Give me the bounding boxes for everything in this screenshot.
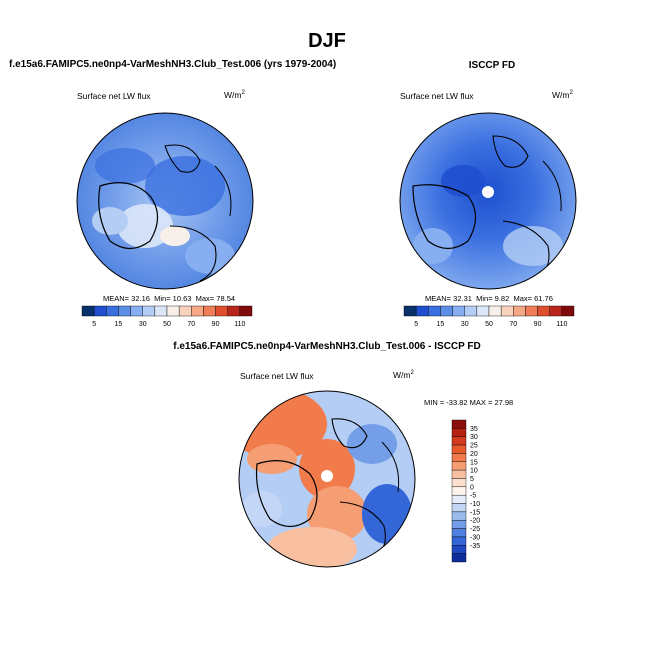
diff-colorbar-color-4 — [451, 453, 467, 462]
model-colorbar-color-13 — [239, 305, 253, 317]
panel-obs-units: W/m2 — [552, 90, 573, 100]
obs-colorbar-color-5 — [464, 305, 478, 317]
panel-diff-minmax: MIN = -33.82 MAX = 27.98 — [424, 398, 514, 407]
diff-colorbar-color-9 — [451, 494, 467, 504]
figure-title: DJF — [308, 30, 346, 52]
diff-colorbar-label-3: 20 — [470, 451, 478, 458]
diff-colorbar-label-12: -25 — [470, 526, 480, 533]
panel-model-variable: Surface net LW flux — [77, 91, 151, 101]
obs-colorbar-color-13 — [561, 305, 575, 317]
diff-colorbar-color-15 — [451, 545, 467, 554]
diff-colorbar-label-1: 30 — [470, 434, 478, 441]
diff-colorbar-label-7: 0 — [470, 484, 474, 491]
obs-colorbar-color-1 — [415, 305, 429, 317]
model-colorbar-color-0 — [81, 305, 95, 317]
diff-colorbar-label-2: 25 — [470, 443, 478, 450]
diff-colorbar-color-2 — [451, 436, 467, 446]
diff-colorbar-color-3 — [451, 444, 467, 454]
model-colorbar-label-6: 110 — [234, 321, 245, 328]
model-colorbar: 51530507090110130 — [81, 305, 253, 328]
model-colorbar-color-2 — [106, 305, 119, 317]
diff-colorbar-label-14: -35 — [470, 543, 480, 550]
model-colorbar-color-8 — [178, 305, 192, 317]
model-colorbar-color-4 — [130, 305, 143, 317]
diff-colorbar-label-10: -15 — [470, 509, 480, 516]
obs-polar-map — [399, 112, 577, 290]
diff-colorbar-label-0: 35 — [470, 426, 478, 433]
model-colorbar-color-1 — [93, 305, 107, 317]
diff-colorbar-label-8: -5 — [470, 493, 476, 500]
model-stats: MEAN= 32.16 Min= 10.63 Max= 78.54 — [103, 294, 236, 303]
obs-colorbar-color-9 — [513, 305, 526, 317]
obs-colorbar-color-2 — [428, 305, 441, 317]
obs-colorbar-color-11 — [537, 305, 550, 317]
diff-colorbar-color-6 — [451, 469, 467, 479]
model-colorbar-label-3: 50 — [163, 321, 171, 328]
diff-colorbar-label-11: -20 — [470, 518, 480, 525]
panel-diff-units: W/m2 — [393, 370, 414, 380]
diff-colorbar-color-0 — [451, 419, 467, 429]
model-colorbar-color-10 — [203, 305, 216, 317]
panel-model-title: f.e15a6.FAMIPC5.ne0np4-VarMeshNH3.Club_T… — [9, 59, 337, 70]
obs-colorbar-color-12 — [549, 305, 563, 317]
obs-colorbar-color-4 — [452, 305, 465, 317]
model-colorbar-label-4: 70 — [187, 321, 195, 328]
panel-obs-title: ISCCP FD — [468, 60, 516, 71]
diff-colorbar-label-9: -10 — [470, 501, 480, 508]
model-colorbar-color-5 — [142, 305, 156, 317]
obs-colorbar-label-5: 90 — [534, 321, 542, 328]
obs-colorbar-color-10 — [525, 305, 538, 317]
obs-colorbar-label-2: 30 — [461, 321, 469, 328]
model-colorbar-label-2: 30 — [139, 321, 147, 328]
obs-colorbar-color-3 — [440, 305, 453, 317]
diff-colorbar-color-14 — [451, 536, 467, 546]
obs-colorbar-label-6: 110 — [556, 321, 567, 328]
diff-colorbar-color-1 — [451, 428, 467, 437]
panel-obs-variable: Surface net LW flux — [400, 91, 474, 101]
obs-colorbar-color-6 — [476, 305, 490, 317]
diff-colorbar-label-13: -30 — [470, 534, 480, 541]
diff-colorbar-color-7 — [451, 478, 467, 488]
panel-model-units: W/m2 — [224, 90, 245, 100]
diff-colorbar-color-12 — [451, 520, 467, 529]
diff-colorbar-color-13 — [451, 528, 467, 538]
obs-colorbar-label-3: 50 — [485, 321, 493, 328]
obs-colorbar-label-4: 70 — [509, 321, 517, 328]
diff-colorbar-label-6: 5 — [470, 476, 474, 483]
diff-colorbar-color-11 — [451, 511, 467, 521]
diff-colorbar-label-4: 15 — [470, 459, 478, 466]
model-colorbar-label-1: 15 — [115, 321, 123, 328]
obs-colorbar-label-0: 5 — [414, 321, 418, 328]
diff-colorbar-color-8 — [451, 486, 467, 496]
diff-colorbar-label-5: 10 — [470, 468, 478, 475]
obs-stats: MEAN= 32.31 Min= 9.82 Max= 61.76 — [425, 294, 553, 303]
diff-colorbar-color-10 — [451, 503, 467, 513]
model-colorbar-label-0: 5 — [92, 321, 96, 328]
obs-colorbar-color-7 — [488, 305, 502, 317]
model-colorbar-label-5: 90 — [212, 321, 220, 328]
obs-colorbar-color-8 — [500, 305, 514, 317]
model-colorbar-color-9 — [191, 305, 204, 317]
model-colorbar-color-3 — [118, 305, 131, 317]
model-polar-map — [76, 112, 254, 290]
panel-diff-title: f.e15a6.FAMIPC5.ne0np4-VarMeshNH3.Club_T… — [173, 341, 481, 352]
obs-colorbar-color-0 — [403, 305, 417, 317]
model-colorbar-color-12 — [227, 305, 241, 317]
diff-polar-map — [238, 390, 416, 568]
model-colorbar-color-11 — [215, 305, 228, 317]
obs-colorbar-label-1: 15 — [437, 321, 445, 328]
model-colorbar-color-7 — [166, 305, 180, 317]
diff-colorbar-color-16 — [451, 553, 467, 563]
obs-colorbar: 51530507090110130 — [403, 305, 575, 328]
diff-colorbar-color-5 — [451, 461, 467, 471]
model-colorbar-color-6 — [154, 305, 168, 317]
panel-diff-variable: Surface net LW flux — [240, 371, 314, 381]
